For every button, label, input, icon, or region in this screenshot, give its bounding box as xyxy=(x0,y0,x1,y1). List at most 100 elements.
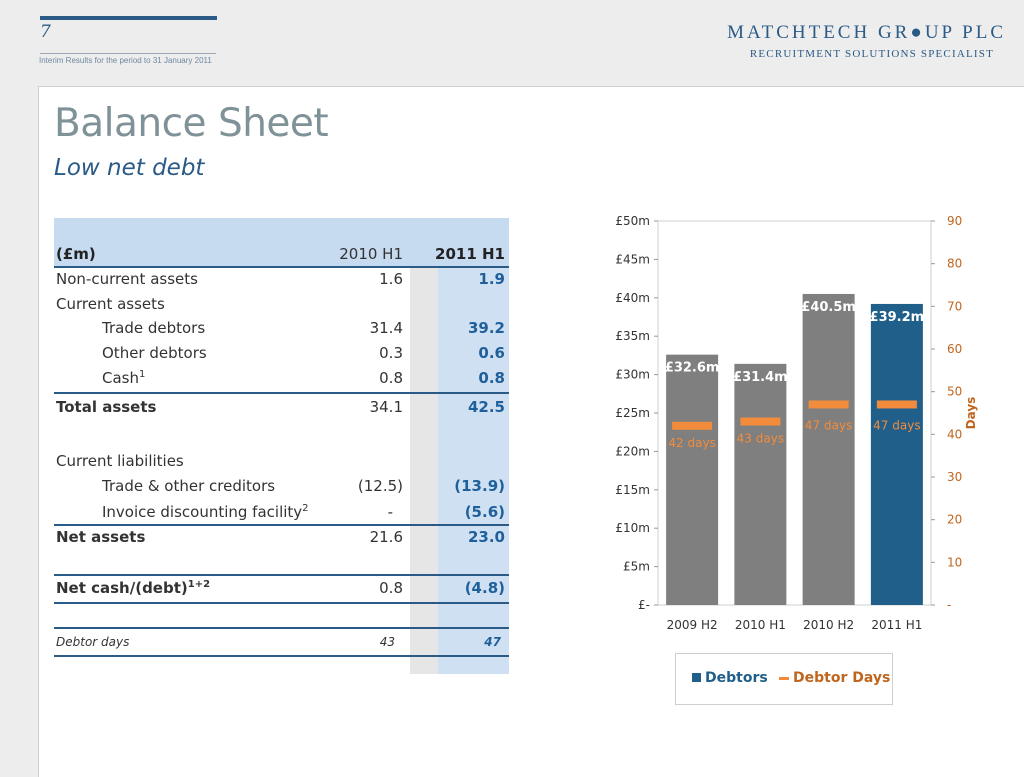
debtor-days-marker xyxy=(876,400,917,409)
row-label: Current liabilities xyxy=(56,452,184,470)
row-value-2011: (13.9) xyxy=(454,477,505,495)
page-number: 7 xyxy=(40,22,51,42)
debtors-bar xyxy=(802,293,855,605)
table-header-background xyxy=(54,218,509,266)
chart-legend: Debtors Debtor Days xyxy=(675,653,893,705)
table-rule xyxy=(54,574,509,576)
x-tick-label: 2010 H1 xyxy=(735,618,786,632)
table-row-total: Net assets 21.6 23.0 xyxy=(54,525,509,550)
debtor-days-marker xyxy=(672,421,713,430)
y-tick-label: £35m xyxy=(615,329,650,343)
y-tick-label: £45m xyxy=(615,252,650,266)
row-label: Total assets xyxy=(56,398,157,416)
debtors-bar xyxy=(870,303,923,605)
row-value-2011: (4.8) xyxy=(464,579,505,597)
y-tick-label: £20m xyxy=(615,444,650,458)
y2-tick-label: 80 xyxy=(947,257,962,271)
y2-tick-label: 50 xyxy=(947,385,962,399)
table-rule xyxy=(54,392,509,394)
table-rule xyxy=(54,627,509,629)
slide-tagline: Low net debt xyxy=(54,155,205,181)
table-row-total: Net cash/(debt)1+2 0.8 (4.8) xyxy=(54,576,509,601)
brand-name: MATCHTECH GR●UP PLC xyxy=(727,22,1006,43)
table-highlight-column xyxy=(438,266,509,674)
brand-logo: MATCHTECH GR●UP PLC RECRUITMENT SOLUTION… xyxy=(727,22,1006,60)
y2-tick-label: 30 xyxy=(947,470,962,484)
row-value-2011: 1.9 xyxy=(478,270,505,288)
legend-debtors: Debtors xyxy=(692,670,768,686)
table-row: Cash1 0.8 0.8 xyxy=(54,366,509,391)
brand-tagline: RECRUITMENT SOLUTIONS SPECIALIST xyxy=(749,48,994,60)
table-row: Non-current assets 1.6 1.9 xyxy=(54,267,509,292)
header-col1: 2010 H1 xyxy=(339,245,403,263)
legend-dash-icon xyxy=(779,676,789,680)
header-label: (£m) xyxy=(56,245,96,263)
debtors-bar xyxy=(734,363,787,605)
row-label: Debtor days xyxy=(56,635,130,649)
y2-tick-label: 90 xyxy=(947,214,962,228)
x-tick-label: 2011 H1 xyxy=(871,618,922,632)
debtors-bar-label: £39.2m xyxy=(870,310,925,325)
debtors-bar xyxy=(666,354,719,605)
slide-title: Balance Sheet xyxy=(54,101,329,146)
debtor-days-label: 47 days xyxy=(805,418,852,432)
debtors-bar-label: £40.5m xyxy=(801,300,856,315)
table-rule xyxy=(54,602,509,604)
row-value-2010: 31.4 xyxy=(369,319,403,337)
table-row-total: Total assets 34.1 42.5 xyxy=(54,395,509,420)
row-value-2011: 0.6 xyxy=(478,344,505,362)
table-rule xyxy=(54,655,509,657)
y-tick-label: £25m xyxy=(615,406,650,420)
debtor-days-marker xyxy=(808,400,849,409)
y-tick-label: £- xyxy=(638,598,650,612)
row-value-2010: 34.1 xyxy=(369,398,403,416)
row-value-2010: (12.5) xyxy=(357,477,403,495)
header-divider xyxy=(40,53,216,54)
row-value-2011: 0.8 xyxy=(478,369,505,387)
debtors-bar-label: £32.6m xyxy=(665,361,720,376)
y2-tick-label: 20 xyxy=(947,513,962,527)
debtors-chart: £- £5m £10m £15m £20m £25m £30m £35m £40m £45m £50… xyxy=(615,214,978,632)
table-row: Current liabilities xyxy=(54,449,509,474)
row-value-2011: (5.6) xyxy=(464,503,505,521)
table-row: Other debtors 0.3 0.6 xyxy=(54,341,509,366)
row-value-2011: 42.5 xyxy=(467,398,505,416)
row-value-2011: 47 xyxy=(484,635,501,649)
y-tick-label: £15m xyxy=(615,483,650,497)
row-value-2010: 21.6 xyxy=(369,528,403,546)
report-period-line: Interim Results for the period to 31 Jan… xyxy=(39,56,212,65)
debtor-days-label: 43 days xyxy=(737,432,784,446)
table-row: Debtor days 43 47 xyxy=(54,630,509,655)
debtor-days-marker xyxy=(740,417,781,426)
row-label: Cash1 xyxy=(102,369,146,387)
table-row: Trade debtors 31.4 39.2 xyxy=(54,316,509,341)
y-tick-label: £30m xyxy=(615,368,650,382)
row-value-2011: 23.0 xyxy=(467,528,505,546)
footnote-marker: 1 xyxy=(139,369,146,380)
row-value-2010: 0.8 xyxy=(379,369,403,387)
y2-axis-label: Days xyxy=(964,397,978,430)
legend-square-icon xyxy=(692,673,701,682)
header-accent-rule xyxy=(40,16,217,20)
table-rule xyxy=(54,266,509,268)
row-label: Invoice discounting facility2 xyxy=(102,503,309,521)
footnote-marker: 1+2 xyxy=(187,579,211,590)
footnote-marker: 2 xyxy=(302,503,309,514)
debtor-days-label: 42 days xyxy=(668,436,715,450)
debtors-bar-label: £31.4m xyxy=(733,370,788,385)
row-label: Current assets xyxy=(56,295,165,313)
y-tick-label: £10m xyxy=(615,521,650,535)
y-tick-label: £5m xyxy=(623,560,650,574)
y-tick-label: £50m xyxy=(615,214,650,228)
table-row: Invoice discounting facility2 - (5.6) xyxy=(54,500,509,525)
y-tick-label: £40m xyxy=(615,291,650,305)
row-label: Other debtors xyxy=(102,344,207,362)
row-value-2011: 39.2 xyxy=(467,319,505,337)
legend-debtor-days: Debtor Days xyxy=(779,670,890,686)
table-spacer-column xyxy=(410,266,438,674)
row-value-2010: 43 xyxy=(379,635,395,649)
table-header-row: (£m) 2010 H1 2011 H1 xyxy=(54,242,509,267)
row-label: Non-current assets xyxy=(56,270,198,288)
debtor-days-label: 47 days xyxy=(873,418,920,432)
row-value-2010: 0.8 xyxy=(379,579,403,597)
